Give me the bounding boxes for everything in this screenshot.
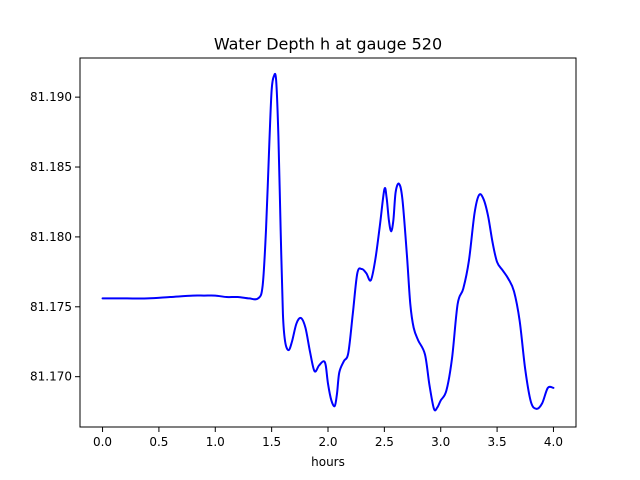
y-tick-label: 81.190 xyxy=(30,90,72,104)
x-tick-label: 0.5 xyxy=(149,435,168,449)
x-tick-label: 2.5 xyxy=(375,435,394,449)
x-tick-label: 2.0 xyxy=(318,435,337,449)
y-tick-label: 81.185 xyxy=(30,160,72,174)
x-tick-label: 3.5 xyxy=(488,435,507,449)
x-tick-label: 3.0 xyxy=(431,435,450,449)
x-tick-label: 0.0 xyxy=(93,435,112,449)
x-tick-label: 1.0 xyxy=(206,435,225,449)
x-axis: 0.0 0.5 1.0 1.5 2.0 2.5 3.0 3.5 4.0 xyxy=(93,427,563,449)
chart-title: Water Depth h at gauge 520 xyxy=(214,35,442,54)
plot-area xyxy=(101,72,555,412)
x-axis-label: hours xyxy=(311,455,345,469)
x-tick-label: 4.0 xyxy=(544,435,563,449)
x-tick-label: 1.5 xyxy=(262,435,281,449)
y-tick-label: 81.175 xyxy=(30,300,72,314)
series-line xyxy=(101,72,555,412)
y-tick-label: 81.170 xyxy=(30,370,72,384)
y-axis: 81.170 81.175 81.180 81.185 81.190 xyxy=(30,90,80,384)
y-tick-label: 81.180 xyxy=(30,230,72,244)
